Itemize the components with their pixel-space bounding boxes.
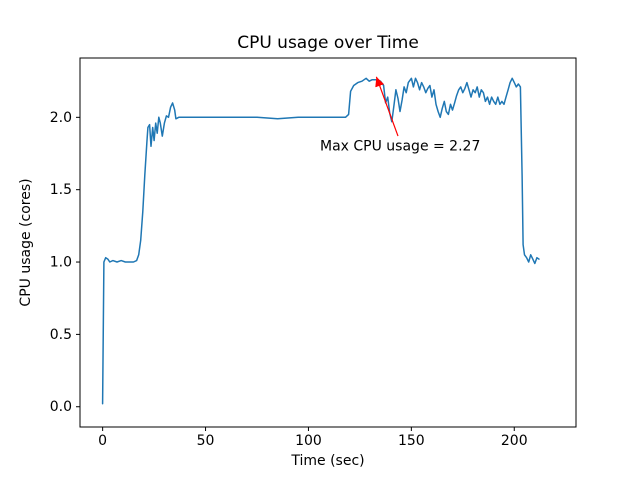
y-axis-label: CPU usage (cores) [18, 178, 34, 306]
plot-area [80, 58, 576, 427]
x-tick-label: 0 [98, 433, 107, 449]
annotation-text: Max CPU usage = 2.27 [320, 139, 480, 155]
axis-ticks [76, 116, 515, 431]
y-tick-label: 0.5 [50, 327, 72, 343]
x-tick-label: 150 [398, 433, 425, 449]
x-tick-label: 100 [295, 433, 322, 449]
x-axis-label: Time (sec) [290, 453, 364, 469]
x-tick-label: 200 [501, 433, 528, 449]
chart-title: CPU usage over Time [237, 33, 419, 53]
y-tick-label: 2.0 [50, 110, 72, 126]
axis-tick-labels: 0 50 100 150 200 0.0 0.5 1.0 1.5 2.0 [50, 110, 528, 449]
cpu-usage-line [101, 77, 540, 405]
x-tick-label: 50 [197, 433, 215, 449]
y-tick-label: 1.0 [50, 255, 72, 271]
y-tick-label: 0.0 [50, 399, 72, 415]
y-tick-label: 1.5 [50, 182, 72, 198]
plot-frame [79, 57, 577, 428]
annotation-arrow [375, 76, 399, 137]
